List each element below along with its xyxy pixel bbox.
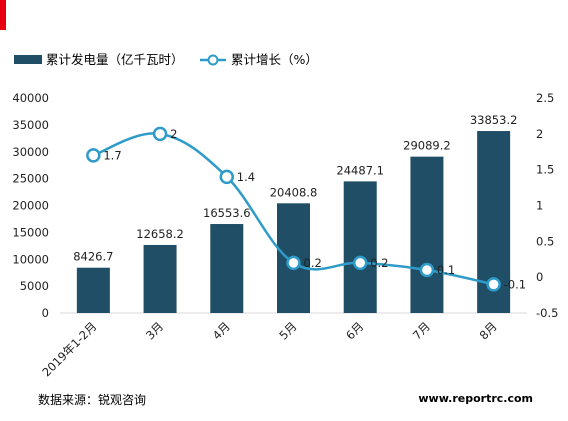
- bar: [410, 156, 444, 313]
- x-tick-label: 3月: [143, 319, 166, 342]
- legend: 累计发电量（亿千瓦时） 累计增长（%）: [14, 52, 318, 67]
- footer-url: www.reportrc.com: [418, 392, 533, 405]
- line-data-label: 0.2: [304, 256, 322, 270]
- y-right-tick-label: 0: [536, 270, 543, 284]
- line-data-label: 1.7: [103, 148, 121, 162]
- footer-source: 数据来源：锐观咨询: [38, 392, 146, 407]
- y-left-tick-label: 15000: [12, 225, 49, 239]
- y-left-tick-label: 0: [42, 306, 49, 320]
- y-right-tick-label: -0.5: [536, 306, 558, 320]
- line-point: [86, 148, 101, 163]
- x-tick-label: 7月: [410, 319, 433, 342]
- legend-bar-swatch: [14, 55, 42, 64]
- y-axis-left: 0 5000 10000 15000 20000 25000 30000 35000 40000: [12, 91, 49, 320]
- line-data-label: 1.4: [237, 170, 255, 184]
- line-point: [152, 126, 168, 142]
- line-point: [286, 255, 301, 271]
- line-point: [219, 169, 235, 185]
- bar-labels: 8426.7 12658.2 16553.6 20408.8 24487.1 29089.…: [73, 113, 517, 264]
- legend-line-label: 累计增长（%）: [231, 52, 318, 67]
- y-right-tick-label: 1.5: [536, 163, 554, 177]
- bar-data-label: 16553.6: [203, 206, 251, 220]
- bar-data-label: 12658.2: [136, 227, 184, 241]
- line-point: [419, 262, 435, 278]
- bar: [210, 224, 244, 313]
- y-left-tick-label: 30000: [12, 145, 49, 159]
- y-axis-right: -0.5 0 0.5 1 1.5 2 2.5: [536, 91, 558, 320]
- y-left-tick-label: 5000: [20, 279, 49, 293]
- x-tick-label: 5月: [276, 319, 299, 342]
- bar-data-label: 33853.2: [470, 113, 518, 127]
- x-axis: 2019年1-2月 3月 4月 5月 6月 7月 8月: [39, 312, 527, 379]
- y-left-tick-label: 40000: [12, 91, 49, 105]
- x-tick-label: 4月: [210, 319, 233, 342]
- y-left-tick-label: 20000: [12, 199, 49, 213]
- y-right-tick-label: 1: [536, 199, 543, 213]
- legend-line-marker: [207, 54, 219, 66]
- y-left-tick-label: 35000: [12, 118, 49, 132]
- line-data-label: 0.1: [437, 263, 455, 277]
- line-data-label: 2: [170, 127, 177, 141]
- y-right-tick-label: 0.5: [536, 234, 554, 248]
- x-tick-label: 2019年1-2月: [39, 319, 99, 379]
- y-left-tick-label: 25000: [12, 172, 49, 186]
- corner-accent: [0, 0, 6, 30]
- line-data-label: 0.2: [370, 256, 388, 270]
- bar-data-label: 24487.1: [336, 163, 384, 177]
- bar-data-label: 29089.2: [403, 139, 451, 153]
- x-tick-label: 8月: [477, 319, 500, 342]
- bar: [76, 267, 110, 313]
- line-data-label: -0.1: [504, 277, 526, 291]
- bar-series: [76, 131, 511, 313]
- bar: [143, 244, 177, 313]
- line-series: [86, 126, 501, 292]
- line-labels: 1.7 2 1.4 0.2 0.2 0.1 -0.1: [103, 127, 526, 292]
- line-point: [352, 255, 368, 271]
- bar-data-label: 20408.8: [270, 185, 318, 199]
- bar: [343, 181, 377, 313]
- y-right-tick-label: 2.5: [536, 91, 554, 105]
- x-tick-label: 6月: [343, 319, 366, 342]
- bar-data-label: 8426.7: [73, 250, 113, 264]
- line-point: [486, 277, 501, 292]
- legend-bar-label: 累计发电量（亿千瓦时）: [46, 52, 184, 67]
- y-right-tick-label: 2: [536, 127, 543, 141]
- y-left-tick-label: 10000: [12, 252, 49, 266]
